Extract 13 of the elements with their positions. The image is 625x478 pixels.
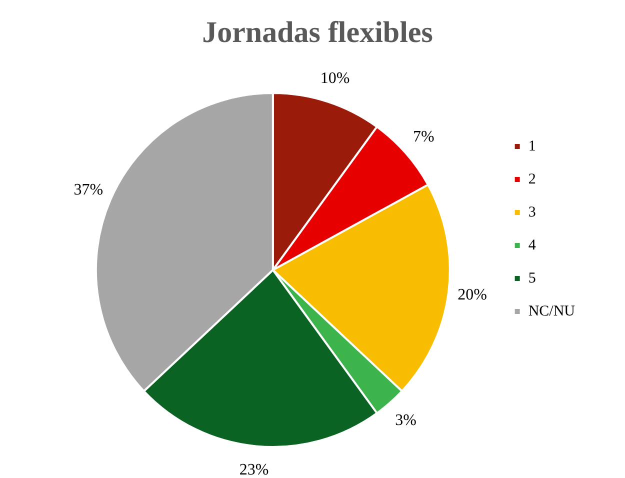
legend-label: 5 [528,270,536,286]
legend-label: 1 [528,138,536,154]
legend-label: 3 [528,204,536,220]
data-label: 20% [458,286,487,304]
data-label: 23% [239,461,269,478]
data-label: 10% [320,70,350,88]
legend-label: 4 [528,237,536,254]
data-label: 7% [413,128,434,146]
legend-label: NC/NU [528,303,576,320]
data-label: 37% [74,181,104,198]
legend-label: 2 [528,171,536,188]
data-label: 3% [395,412,417,429]
chart-title: Jornadas flexibles [202,16,433,49]
